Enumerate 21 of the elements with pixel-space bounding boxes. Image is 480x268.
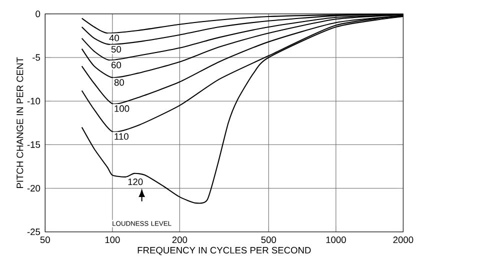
y-axis-title: PITCH CHANGE IN PER CENT (16, 57, 24, 188)
y-tick-label: -20 (27, 185, 40, 192)
x-tick-label: 200 (172, 236, 188, 244)
series-label: 50 (111, 46, 122, 53)
y-tick-label: -15 (27, 142, 40, 148)
y-tick-label: -5 (32, 54, 40, 61)
series-label: 80 (114, 79, 124, 86)
x-tick-label: 2000 (393, 236, 414, 244)
series-label: 40 (109, 34, 120, 42)
x-tick-label: 1000 (326, 236, 346, 244)
series-label: 100 (114, 105, 130, 112)
series-label: 120 (128, 178, 143, 186)
series-label: 110 (114, 133, 128, 140)
y-tick-label: -25 (27, 228, 40, 236)
x-axis-title: FREQUENCY IN CYCLES PER SECOND (138, 247, 311, 256)
y-tick-label: 0 (36, 10, 40, 18)
x-tick-label: 500 (261, 236, 276, 244)
series-label: 60 (112, 62, 122, 68)
x-tick-label: 100 (105, 236, 120, 244)
x-tick-label: 50 (40, 236, 50, 244)
y-tick-label: -10 (27, 98, 40, 104)
